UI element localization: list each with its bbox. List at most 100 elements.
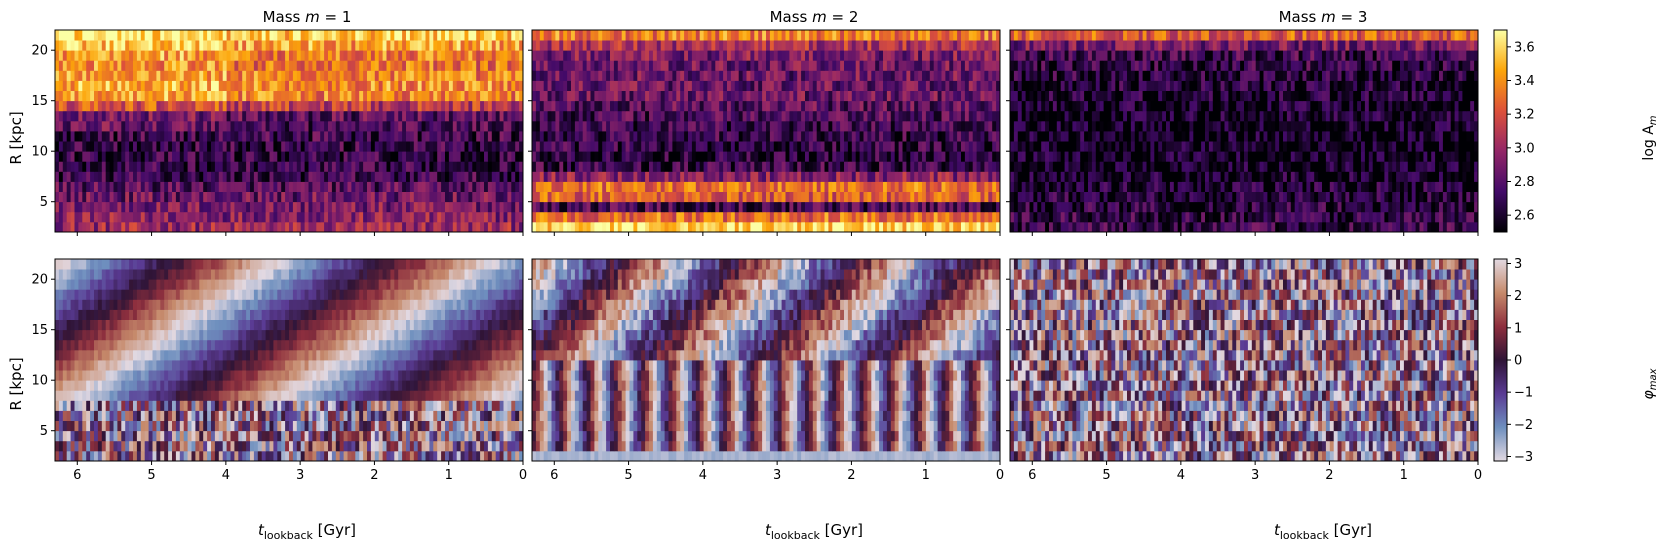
heatmap-cell — [832, 171, 837, 182]
heatmap-cell — [590, 110, 595, 122]
heatmap-cell — [370, 211, 376, 223]
heatmap-cell — [250, 131, 255, 142]
heatmap-cell — [406, 131, 411, 142]
heatmap-cell — [758, 110, 763, 122]
heatmap-cell — [879, 141, 884, 152]
heatmap-cell — [699, 131, 704, 142]
heatmap-cell — [652, 211, 658, 223]
heatmap-cell — [762, 151, 767, 162]
heatmap-cell — [207, 161, 212, 172]
heatmap-cell — [359, 30, 364, 41]
heatmap-cell — [754, 40, 759, 51]
heatmap-cell — [953, 60, 958, 71]
heatmap-cell — [304, 40, 309, 51]
heatmap-cell — [214, 161, 220, 172]
heatmap-cell — [464, 50, 469, 61]
heatmap-cell — [547, 30, 552, 41]
heatmap-cell — [867, 181, 872, 192]
heatmap-cell — [503, 50, 508, 61]
heatmap-cell — [378, 50, 383, 61]
heatmap-cell — [984, 40, 989, 51]
heatmap-cell — [976, 221, 981, 233]
heatmap-cell — [285, 60, 290, 71]
heatmap-cell — [273, 211, 278, 223]
heatmap-cell — [94, 70, 99, 81]
heatmap-cell — [719, 90, 724, 102]
heatmap-cell — [641, 30, 646, 41]
heatmap-cell — [148, 131, 153, 142]
heatmap-cell — [156, 131, 161, 142]
heatmap-cell — [289, 191, 294, 203]
heatmap-cell — [74, 40, 79, 51]
heatmap-cell — [214, 151, 220, 162]
heatmap-cell — [691, 211, 697, 223]
heatmap-cell — [578, 201, 584, 213]
heatmap-cell — [234, 100, 239, 112]
heatmap-cell — [645, 211, 650, 223]
heatmap-cell — [742, 221, 747, 233]
heatmap-cell — [980, 80, 985, 91]
heatmap-cell — [571, 171, 576, 182]
heatmap-cell — [937, 131, 942, 142]
heatmap-cell — [476, 110, 481, 122]
heatmap-cell — [629, 120, 634, 132]
heatmap-cell — [261, 171, 266, 182]
heatmap-cell — [421, 211, 426, 223]
heatmap-cell — [641, 70, 646, 81]
heatmap-cell — [390, 201, 395, 213]
heatmap-cell — [281, 161, 286, 172]
heatmap-cell — [567, 221, 572, 233]
heatmap-cell — [324, 30, 329, 41]
heatmap-cell — [515, 70, 520, 81]
heatmap-cell — [257, 191, 263, 203]
heatmap-cell — [316, 30, 321, 41]
heatmap-cell — [598, 60, 603, 71]
heatmap-cell — [929, 211, 935, 223]
heatmap-cell — [894, 201, 899, 213]
heatmap-cell — [945, 40, 950, 51]
heatmap-cell — [890, 30, 896, 41]
heatmap-cell — [257, 100, 263, 112]
heatmap-cell — [257, 211, 263, 223]
heatmap-cell — [621, 221, 626, 233]
heatmap-cell — [316, 171, 321, 182]
heatmap-cell — [1415, 221, 1420, 233]
heatmap-cell — [824, 30, 829, 41]
heatmap-cell — [499, 80, 504, 91]
heatmap-cell — [437, 171, 442, 182]
heatmap-cell — [941, 211, 946, 223]
heatmap-cell — [464, 120, 469, 132]
heatmap-cell — [464, 191, 469, 203]
heatmap-cell — [62, 100, 68, 112]
heatmap-cell — [602, 120, 607, 132]
heatmap-cell — [656, 151, 662, 162]
heatmap-cell — [964, 181, 970, 192]
heatmap-cell — [199, 100, 204, 112]
heatmap-cell — [578, 191, 584, 203]
heatmap-cell — [769, 161, 775, 172]
heatmap-cell — [129, 40, 134, 51]
heatmap-cell — [649, 151, 654, 162]
heatmap-cell — [238, 70, 243, 81]
heatmap-cell — [801, 191, 806, 203]
heatmap-cell — [680, 70, 685, 81]
heatmap-cell — [980, 120, 985, 132]
heatmap-cell — [1049, 221, 1054, 233]
heatmap-cell — [382, 40, 387, 51]
heatmap-cell — [676, 70, 681, 81]
heatmap-cell — [668, 120, 673, 132]
heatmap-cell — [910, 90, 915, 102]
heatmap-cell — [949, 120, 954, 132]
heatmap-cell — [277, 211, 282, 223]
heatmap-cell — [1462, 221, 1467, 233]
heatmap-cell — [532, 181, 537, 192]
heatmap-cell — [941, 30, 946, 41]
heatmap-cell — [988, 50, 993, 61]
heatmap-cell — [812, 211, 818, 223]
heatmap-cell — [547, 191, 552, 203]
heatmap-cell — [109, 60, 114, 71]
heatmap-cell — [879, 40, 884, 51]
heatmap-cell — [394, 161, 399, 172]
heatmap-cell — [468, 110, 473, 122]
heatmap-cell — [602, 201, 607, 213]
